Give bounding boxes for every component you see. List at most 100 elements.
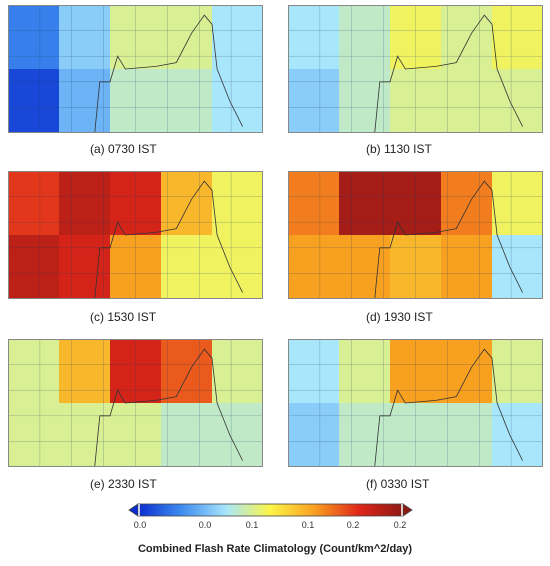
coastline <box>94 348 243 467</box>
heatmap-cell <box>212 69 263 133</box>
colorbar-max-extend <box>402 503 413 517</box>
heatmap-cell <box>59 339 111 404</box>
heatmap-cell <box>110 171 162 236</box>
heatmap-cell <box>212 339 263 404</box>
heatmap-cell <box>492 69 543 133</box>
heatmap-cell <box>161 403 213 467</box>
heatmap-cell <box>110 5 162 70</box>
coastline <box>374 348 523 467</box>
colorbar-tick-label: 0.2 <box>393 520 407 530</box>
heatmap-cell <box>212 171 263 236</box>
colorbar-tick-label: 0.1 <box>301 520 315 530</box>
heatmap-cell <box>390 5 442 70</box>
panel-caption: (c) 1530 IST <box>90 310 157 324</box>
heatmap-cell <box>8 171 60 236</box>
colorbar-tick-label: 0.0 <box>198 520 212 530</box>
heatmap-panel-4 <box>288 171 543 299</box>
heatmap-cell <box>339 171 391 236</box>
heatmap-cell <box>441 5 493 70</box>
panel-2 <box>288 5 543 133</box>
heatmap-cell <box>8 339 60 404</box>
heatmap-cell <box>390 403 442 467</box>
colorbar <box>128 503 413 517</box>
heatmap-cell <box>441 69 493 133</box>
heatmap-cell <box>212 235 263 299</box>
panel-frame <box>288 5 543 133</box>
heatmap-cell <box>339 403 391 467</box>
heatmap-cell <box>212 403 263 467</box>
heatmap-cell <box>161 171 213 236</box>
heatmap-cell <box>161 339 213 404</box>
heatmap-cell <box>59 69 111 133</box>
heatmap-cell <box>390 171 442 236</box>
heatmap-cell <box>339 69 391 133</box>
coastline <box>94 14 243 133</box>
heatmap-cell <box>110 69 162 133</box>
heatmap-cell <box>110 403 162 467</box>
heatmap-cell <box>390 69 442 133</box>
panel-caption: (d) 1930 IST <box>366 310 433 324</box>
panel-6 <box>288 339 543 467</box>
colorbar-tick-label: 0.1 <box>245 520 259 530</box>
colorbar-tick-label: 0.0 <box>133 520 147 530</box>
panel-caption: (e) 2330 IST <box>90 477 157 491</box>
heatmap-cell <box>8 403 60 467</box>
heatmap-cell <box>8 235 60 299</box>
panel-frame <box>8 5 263 133</box>
heatmap-panel-6 <box>288 339 543 467</box>
heatmap-cell <box>288 69 340 133</box>
heatmap-cell <box>441 235 493 299</box>
heatmap-cell <box>212 5 263 70</box>
heatmap-cell <box>339 235 391 299</box>
panel-frame <box>8 171 263 299</box>
panel-5 <box>8 339 263 467</box>
heatmap-cell <box>161 5 213 70</box>
heatmap-cell <box>441 403 493 467</box>
heatmap-cell <box>8 5 60 70</box>
panel-caption: (b) 1130 IST <box>366 142 432 156</box>
panel-1 <box>8 5 263 133</box>
heatmap-cell <box>339 5 391 70</box>
heatmap-cell <box>161 235 213 299</box>
heatmap-panel-2 <box>288 5 543 133</box>
heatmap-cell <box>288 403 340 467</box>
heatmap-cell <box>288 5 340 70</box>
heatmap-panel-3 <box>8 171 263 299</box>
heatmap-cell <box>441 171 493 236</box>
heatmap-cell <box>59 403 111 467</box>
panel-caption: (a) 0730 IST <box>90 142 157 156</box>
heatmap-panel-5 <box>8 339 263 467</box>
panel-3 <box>8 171 263 299</box>
colorbar-tick-label: 0.2 <box>346 520 360 530</box>
heatmap-cell <box>390 235 442 299</box>
panel-4 <box>288 171 543 299</box>
colorbar-gradient <box>137 503 404 517</box>
heatmap-cell <box>110 235 162 299</box>
heatmap-cell <box>288 171 340 236</box>
heatmap-cell <box>339 339 391 404</box>
heatmap-cell <box>492 403 543 467</box>
heatmap-cell <box>161 69 213 133</box>
heatmap-cell <box>59 5 111 70</box>
heatmap-cell <box>59 171 111 236</box>
panel-frame <box>288 339 543 467</box>
heatmap-cell <box>8 69 60 133</box>
panel-caption: (f) 0330 IST <box>366 477 430 491</box>
heatmap-cell <box>492 171 543 236</box>
coastline <box>94 180 243 299</box>
heatmap-cell <box>441 339 493 404</box>
heatmap-panel-1 <box>8 5 263 133</box>
heatmap-cell <box>110 339 162 404</box>
heatmap-cell <box>390 339 442 404</box>
coastline <box>374 180 523 299</box>
colorbar-min-extend <box>128 503 139 517</box>
heatmap-cell <box>492 339 543 404</box>
heatmap-cell <box>288 339 340 404</box>
heatmap-cell <box>492 5 543 70</box>
panel-frame <box>288 171 543 299</box>
panel-frame <box>8 339 263 467</box>
coastline <box>374 14 523 133</box>
heatmap-cell <box>59 235 111 299</box>
heatmap-cell <box>492 235 543 299</box>
colorbar-title: Combined Flash Rate Climatology (Count/k… <box>137 543 413 555</box>
